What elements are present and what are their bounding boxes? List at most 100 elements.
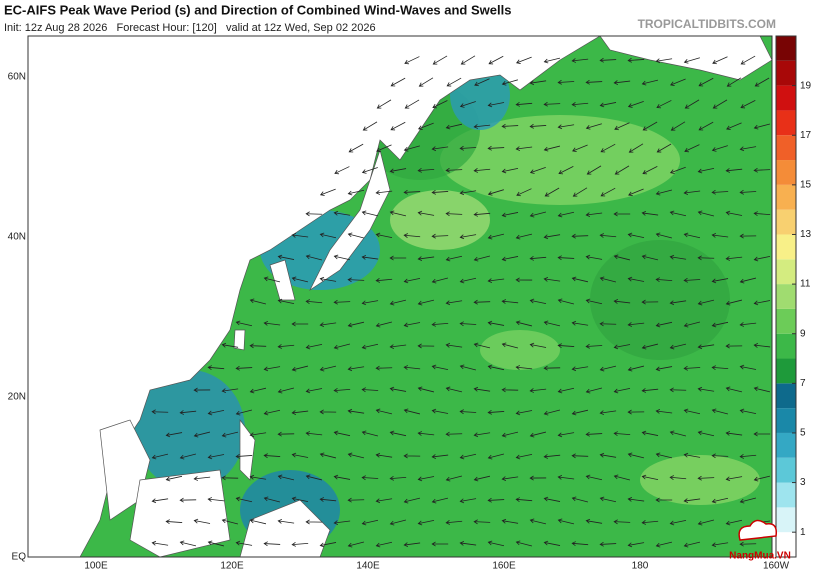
direction-arrow: [600, 143, 616, 153]
direction-arrow: [697, 299, 715, 306]
direction-arrow: [431, 146, 449, 152]
direction-arrow: [488, 55, 504, 65]
direction-arrow: [375, 365, 393, 371]
direction-arrow: [333, 520, 351, 525]
direction-arrow: [459, 145, 477, 151]
direction-arrow: [361, 254, 379, 260]
colorbar-label: 7: [800, 378, 806, 389]
direction-arrow: [473, 124, 491, 129]
direction-arrow: [473, 255, 491, 262]
direction-arrow: [711, 497, 729, 504]
field-blob: [640, 455, 760, 505]
direction-arrow: [487, 497, 505, 503]
direction-arrow: [418, 77, 434, 87]
korea: [269, 259, 296, 301]
direction-arrow: [613, 299, 631, 304]
direction-arrow: [683, 541, 701, 548]
direction-arrow: [627, 276, 645, 282]
direction-arrow: [655, 452, 673, 459]
direction-arrow: [557, 343, 575, 349]
field-blob: [135, 370, 245, 490]
direction-arrow: [207, 540, 225, 547]
direction-arrow: [627, 452, 645, 459]
direction-arrow: [445, 342, 463, 348]
direction-arrow: [614, 165, 630, 175]
direction-arrow: [655, 58, 673, 64]
direction-arrow: [529, 211, 547, 218]
lon-label: 160E: [492, 561, 516, 572]
direction-arrow: [431, 541, 449, 547]
direction-arrow: [389, 168, 407, 174]
direction-arrow: [515, 277, 533, 283]
direction-arrow: [572, 144, 588, 153]
direction-arrow: [655, 189, 673, 196]
direction-arrow: [627, 57, 645, 63]
direction-arrow: [375, 498, 393, 504]
watermark: NangMua.VN: [729, 551, 791, 562]
direction-arrow: [543, 57, 561, 64]
direction-arrow: [445, 300, 463, 306]
direction-arrow: [361, 387, 379, 393]
direction-arrow: [669, 475, 687, 480]
direction-arrow: [529, 256, 547, 261]
direction-arrow: [669, 300, 687, 306]
direction-arrow: [501, 256, 519, 262]
direction-arrow: [585, 343, 603, 349]
direction-arrow: [585, 123, 602, 130]
direction-arrow: [683, 190, 701, 195]
direction-arrow: [585, 79, 603, 85]
direction-arrow: [585, 474, 603, 481]
direction-arrow: [501, 431, 519, 438]
direction-arrow: [417, 122, 434, 130]
direction-arrow: [291, 410, 309, 415]
lat-label: 60N: [8, 72, 26, 83]
direction-arrow: [725, 519, 743, 526]
direction-arrow: [333, 430, 351, 437]
direction-arrow: [571, 320, 589, 326]
direction-arrow: [697, 210, 715, 217]
direction-arrow: [656, 100, 672, 109]
direction-arrow: [642, 166, 658, 175]
direction-arrow: [151, 409, 169, 415]
direction-arrow: [599, 321, 617, 327]
direction-arrow: [249, 298, 267, 305]
direction-arrow: [375, 190, 393, 195]
direction-arrow: [403, 189, 421, 195]
direction-arrow: [361, 475, 379, 481]
direction-arrow: [445, 211, 463, 217]
direction-arrow: [642, 121, 658, 131]
direction-arrow: [389, 255, 407, 261]
direction-arrow: [725, 430, 743, 436]
direction-arrow: [305, 343, 323, 350]
japan: [309, 148, 391, 292]
colorbar-swatch: [776, 60, 796, 86]
direction-arrow: [753, 475, 771, 482]
direction-arrow: [445, 167, 463, 173]
direction-arrow: [417, 210, 435, 216]
direction-arrow: [319, 452, 337, 459]
site-label: TROPICALTIDBITS.COM: [638, 17, 776, 31]
direction-arrow: [473, 342, 491, 349]
direction-arrow: [375, 232, 393, 239]
direction-arrow: [515, 56, 532, 64]
direction-arrow: [571, 496, 589, 503]
direction-arrow: [193, 476, 211, 481]
direction-arrow: [627, 365, 645, 372]
direction-arrow: [641, 388, 659, 393]
direction-arrow: [291, 541, 309, 547]
direction-arrow: [403, 278, 421, 284]
direction-arrow: [263, 366, 281, 372]
lon-label: 140E: [356, 561, 380, 572]
direction-arrow: [501, 212, 519, 218]
direction-arrow: [501, 299, 519, 304]
direction-arrow: [361, 167, 378, 174]
direction-arrow: [347, 452, 365, 459]
direction-arrow: [390, 77, 406, 87]
direction-arrow: [473, 432, 491, 438]
direction-arrow: [179, 410, 197, 415]
direction-arrow: [585, 431, 603, 437]
direction-arrow: [585, 254, 603, 260]
direction-arrow: [613, 387, 631, 394]
direction-arrow: [249, 432, 267, 438]
lat-label: 40N: [8, 232, 26, 243]
